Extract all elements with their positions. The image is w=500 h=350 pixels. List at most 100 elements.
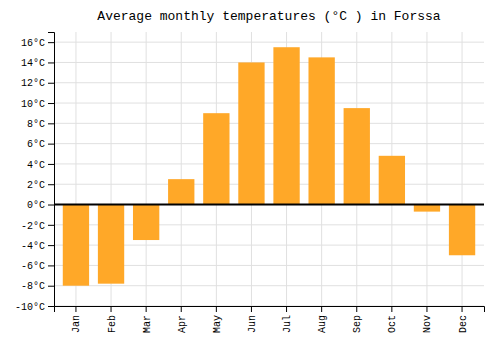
y-tick-mark	[48, 184, 54, 185]
y-tick: -6°C	[21, 261, 54, 272]
grid-line	[54, 103, 484, 104]
y-tick-label: -4°C	[21, 241, 45, 252]
x-tick: Mar	[142, 306, 153, 333]
x-tick-mark	[391, 306, 392, 312]
bar	[98, 205, 124, 284]
y-tick-label: 4°C	[27, 160, 45, 171]
y-tick: 10°C	[21, 99, 54, 110]
grid	[54, 32, 484, 306]
y-tick-mark	[48, 245, 54, 246]
zero-line	[54, 204, 484, 206]
y-tick: -2°C	[21, 221, 54, 232]
x-tick-mark	[251, 306, 252, 312]
bar	[308, 57, 334, 204]
x-tick-mark	[181, 306, 182, 312]
y-tick-mark	[48, 62, 54, 63]
y-tick-label: 16°C	[21, 38, 45, 49]
grid-line	[54, 204, 484, 205]
y-tick-label: 0°C	[27, 200, 45, 211]
bar	[203, 113, 229, 204]
title: Average monthly temperatures (°C ) in Fo…	[97, 9, 440, 24]
y-tick-label: 2°C	[27, 180, 45, 191]
x-tick-label: Oct	[387, 315, 398, 333]
y-tick-label: -6°C	[21, 261, 45, 272]
plot: -10°C -8°C -6°C -4°C -2°C 0°C 2°C 4°C 6°C 8°C 10°C…	[15, 32, 485, 333]
y-tick-label: 12°C	[21, 78, 45, 89]
x-tick-mark	[462, 306, 463, 312]
x-tick: Apr	[177, 306, 188, 333]
x-tick: Aug	[317, 306, 328, 333]
x-tick-label: Dec	[458, 315, 469, 333]
grid-line	[181, 32, 182, 306]
x-tick: Jan	[71, 306, 82, 333]
x-tick: Oct	[387, 306, 398, 333]
chart-container: -10°C -8°C -6°C -4°C -2°C 0°C 2°C 4°C 6°C 8°C 10°C…	[0, 0, 500, 350]
x-axis: JanFebMarAprMayJunJulAugSepOctNovDec	[55, 306, 485, 333]
x-tick-label: Jul	[282, 315, 293, 333]
x-tick-label: Nov	[422, 315, 433, 333]
bars	[63, 47, 475, 285]
y-tick-label: 10°C	[21, 99, 45, 110]
x-tick-mark	[75, 306, 76, 312]
y-tick: 12°C	[21, 78, 54, 89]
zero-line-group	[54, 204, 484, 205]
grid-line	[54, 123, 484, 124]
bar	[344, 108, 370, 204]
x-tick-mark	[111, 306, 112, 312]
grid-line	[54, 62, 484, 63]
x-tick: Nov	[422, 306, 433, 333]
grid-line	[54, 163, 484, 164]
x-tick-mark	[286, 306, 287, 312]
y-tick-label: 14°C	[21, 58, 45, 69]
y-tick-mark	[48, 265, 54, 266]
x-tick-mark	[356, 306, 357, 312]
x-tick-mark	[426, 306, 427, 312]
bar	[379, 156, 405, 205]
bar	[449, 205, 475, 256]
y-tick-mark	[48, 83, 54, 84]
bar	[133, 205, 159, 241]
y-tick-label: 8°C	[27, 119, 45, 130]
x-tick-label: Jan	[71, 315, 82, 333]
x-tick-label: Sep	[352, 315, 363, 333]
y-axis-line	[48, 33, 55, 307]
y-axis: -10°C -8°C -6°C -4°C -2°C 0°C 2°C 4°C 6°C 8°C 10°C…	[15, 33, 55, 313]
bar	[168, 179, 194, 204]
grid-line	[462, 32, 463, 306]
y-tick-mark	[48, 286, 54, 287]
grid-line	[54, 285, 484, 286]
y-tick: -8°C	[21, 281, 54, 292]
y-tick-mark	[48, 123, 54, 124]
y-tick-mark	[48, 164, 54, 165]
y-tick-mark	[48, 144, 54, 145]
grid-line	[54, 82, 484, 83]
x-tick-mark	[321, 306, 322, 312]
chart: -10°C -8°C -6°C -4°C -2°C 0°C 2°C 4°C 6°C 8°C 10°C…	[0, 0, 500, 350]
x-tick-label: Apr	[177, 315, 188, 333]
y-tick-label: -10°C	[15, 302, 45, 313]
grid-line	[426, 32, 427, 306]
x-tick-label: Jun	[247, 315, 258, 333]
y-tick: 16°C	[21, 38, 54, 49]
y-tick: 2°C	[27, 180, 54, 191]
y-tick-mark	[48, 42, 54, 43]
y-tick-label: 6°C	[27, 139, 45, 150]
x-tick: Sep	[352, 306, 363, 333]
x-tick: Jul	[282, 306, 293, 333]
x-axis-line	[55, 307, 485, 313]
bar	[273, 47, 299, 204]
y-tick-mark	[48, 103, 54, 104]
y-tick-mark	[48, 225, 54, 226]
y-tick-label: -8°C	[21, 281, 45, 292]
y-tick: 6°C	[27, 139, 54, 150]
grid-line	[54, 42, 484, 43]
y-tick: 0°C	[27, 200, 54, 211]
y-tick: -10°C	[15, 302, 54, 313]
y-tick-label: -2°C	[21, 221, 45, 232]
y-tick: 14°C	[21, 58, 54, 69]
x-tick-label: Aug	[317, 315, 328, 333]
bar	[238, 62, 264, 204]
x-tick: Dec	[458, 306, 469, 333]
x-tick-label: Mar	[142, 315, 153, 333]
y-tick: 4°C	[27, 160, 54, 171]
